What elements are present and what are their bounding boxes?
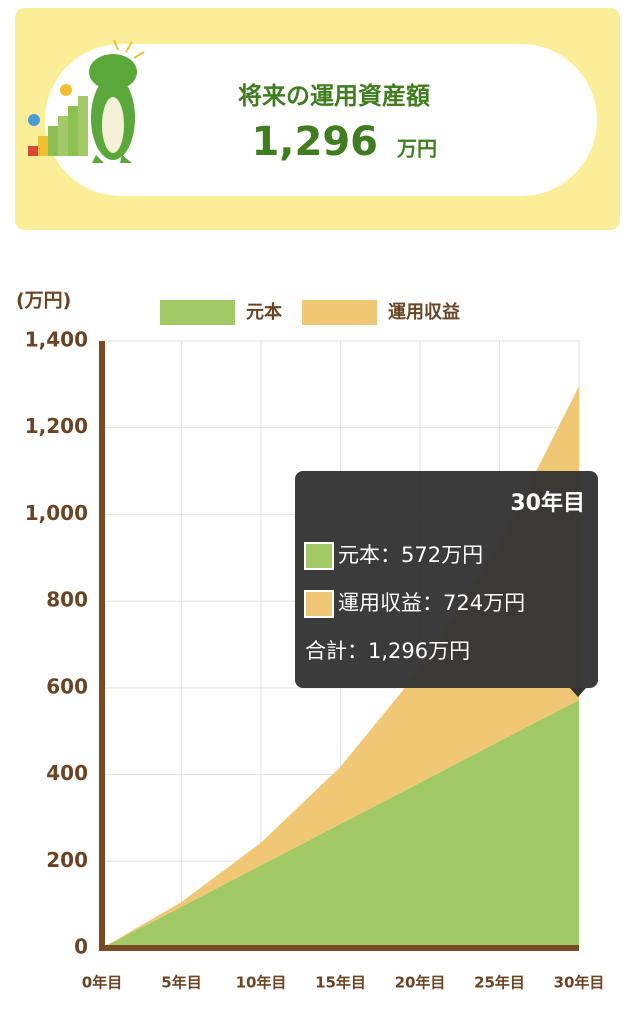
y-tick-label: 1,000 — [25, 501, 88, 525]
x-tick-label: 25年目 — [474, 974, 525, 992]
tooltip-title: 30年目 — [510, 490, 585, 516]
mascot — [28, 39, 145, 163]
y-tick-label: 200 — [46, 848, 88, 872]
header-unit: 万円 — [396, 137, 437, 161]
x-tick-label: 10年目 — [236, 974, 287, 992]
tooltip-pointer — [570, 688, 586, 697]
tooltip-box — [295, 471, 598, 688]
y-tick-label: 400 — [46, 761, 88, 785]
x-tick-label: 15年目 — [315, 974, 366, 992]
tooltip-item: 運用収益：724万円 — [338, 591, 525, 615]
x-tick-label: 0年目 — [82, 974, 122, 992]
tooltip-swatch — [304, 590, 334, 618]
legend-label: 運用収益 — [388, 301, 460, 323]
x-tick-label: 5年目 — [161, 974, 201, 992]
area — [102, 699, 579, 948]
y-tick-label: 0 — [74, 935, 88, 959]
tooltip-item: 元本：572万円 — [338, 543, 483, 567]
y-tick-label: 600 — [46, 674, 88, 698]
header-pill — [45, 44, 597, 196]
x-tick-label: 20年目 — [395, 974, 446, 992]
y-tick-label: 1,200 — [25, 414, 88, 438]
y-tick-label: 800 — [46, 588, 88, 612]
legend-swatch — [302, 300, 377, 325]
tooltip-swatch — [304, 542, 334, 570]
header-amount: 1,296 — [251, 119, 378, 165]
y-unit: (万円) — [16, 290, 71, 312]
legend-label: 元本 — [246, 301, 282, 323]
header-title: 将来の運用資産額 — [238, 82, 430, 110]
tooltip-item: 合計：1,296万円 — [305, 639, 470, 663]
legend-swatch — [160, 300, 235, 325]
y-tick-label: 1,400 — [25, 328, 88, 352]
x-tick-label: 30年目 — [554, 974, 605, 992]
